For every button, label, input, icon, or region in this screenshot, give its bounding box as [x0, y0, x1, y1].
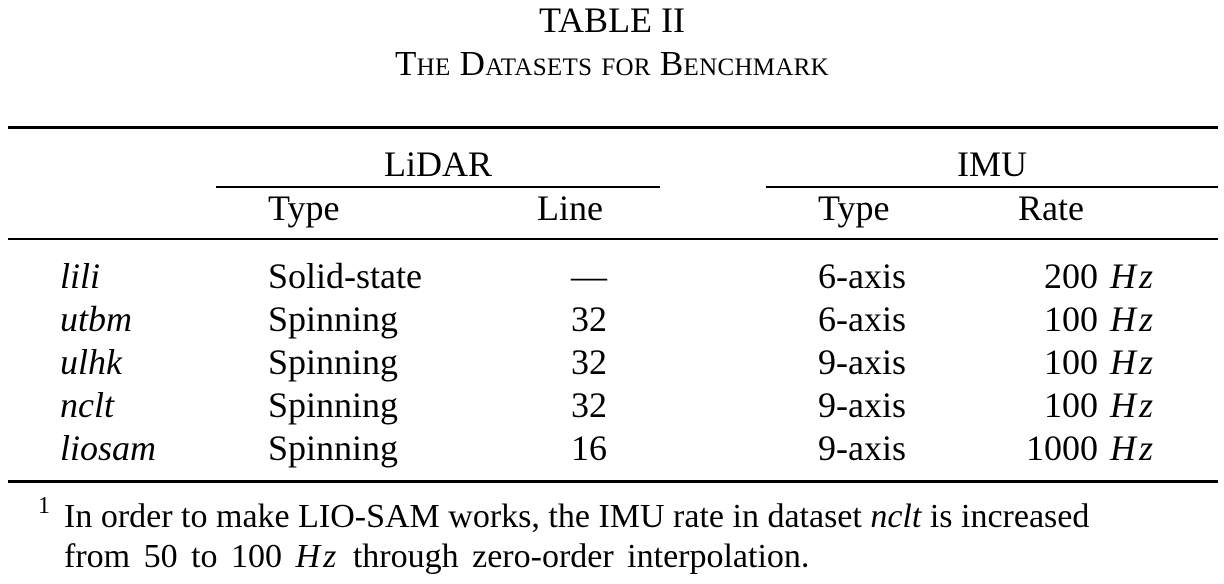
header-rule — [8, 238, 1218, 240]
cell-dataset: nclt — [60, 385, 114, 425]
cell-rate: 100 — [1044, 385, 1098, 425]
footnote-text: from 50 to 100 — [64, 538, 296, 575]
footnote-line-1: In order to make LIO-SAM works, the IMU … — [64, 497, 1089, 537]
footnote-line-2: from 50 to 100 Hz through zero-order int… — [64, 537, 809, 577]
cell-unit: Hz — [1110, 428, 1157, 468]
cell-line: — — [571, 256, 607, 296]
cell-unit: Hz — [1110, 342, 1157, 382]
cell-dataset: liosam — [60, 428, 157, 468]
imu-group-rule — [766, 186, 1218, 188]
table-caption: The Datasets for Benchmark — [394, 44, 830, 83]
subheader-imu-rate: Rate — [1018, 188, 1084, 228]
cell-rate: 200 — [1044, 256, 1098, 296]
top-rule — [8, 126, 1218, 129]
cell-lidar-type: Spinning — [268, 428, 399, 468]
cell-lidar-type: Spinning — [268, 342, 399, 382]
bottom-rule — [8, 480, 1218, 483]
footnote-text: In order to make LIO-SAM works, the IMU … — [64, 498, 871, 535]
footnote-unit: Hz — [295, 538, 340, 575]
subheader-imu-type: Type — [818, 188, 890, 228]
cell-dataset: ulhk — [60, 342, 122, 382]
cell-rate: 1000 — [1026, 428, 1098, 468]
cell-dataset: utbm — [60, 299, 132, 339]
cell-rate: 100 — [1044, 342, 1098, 382]
cell-unit: Hz — [1110, 256, 1157, 296]
subheader-lidar-line: Line — [537, 188, 603, 228]
cell-line: 16 — [571, 428, 607, 468]
subheader-lidar-type: Type — [268, 188, 340, 228]
cell-line: 32 — [571, 342, 607, 382]
cell-line: 32 — [571, 385, 607, 425]
cell-rate: 100 — [1044, 299, 1098, 339]
footnote-text: is increased — [921, 498, 1090, 535]
footnote-dataset: nclt — [870, 498, 922, 535]
cell-imu-type: 9-axis — [818, 385, 906, 425]
cell-imu-type: 6-axis — [818, 299, 906, 339]
table-label: TABLE II — [538, 0, 686, 40]
header-lidar: LiDAR — [384, 144, 492, 184]
cell-line: 32 — [571, 299, 607, 339]
cell-unit: Hz — [1110, 299, 1157, 339]
cell-lidar-type: Solid-state — [268, 256, 422, 296]
footnote-text: through zero-order interpolation. — [339, 538, 810, 575]
header-imu: IMU — [957, 144, 1027, 184]
cell-lidar-type: Spinning — [268, 299, 399, 339]
lidar-group-rule — [216, 186, 660, 188]
cell-unit: Hz — [1110, 385, 1157, 425]
cell-imu-type: 6-axis — [818, 256, 906, 296]
cell-imu-type: 9-axis — [818, 428, 906, 468]
cell-imu-type: 9-axis — [818, 342, 906, 382]
footnote-mark: 1 — [38, 493, 50, 519]
cell-lidar-type: Spinning — [268, 385, 399, 425]
cell-dataset: lili — [60, 256, 101, 296]
